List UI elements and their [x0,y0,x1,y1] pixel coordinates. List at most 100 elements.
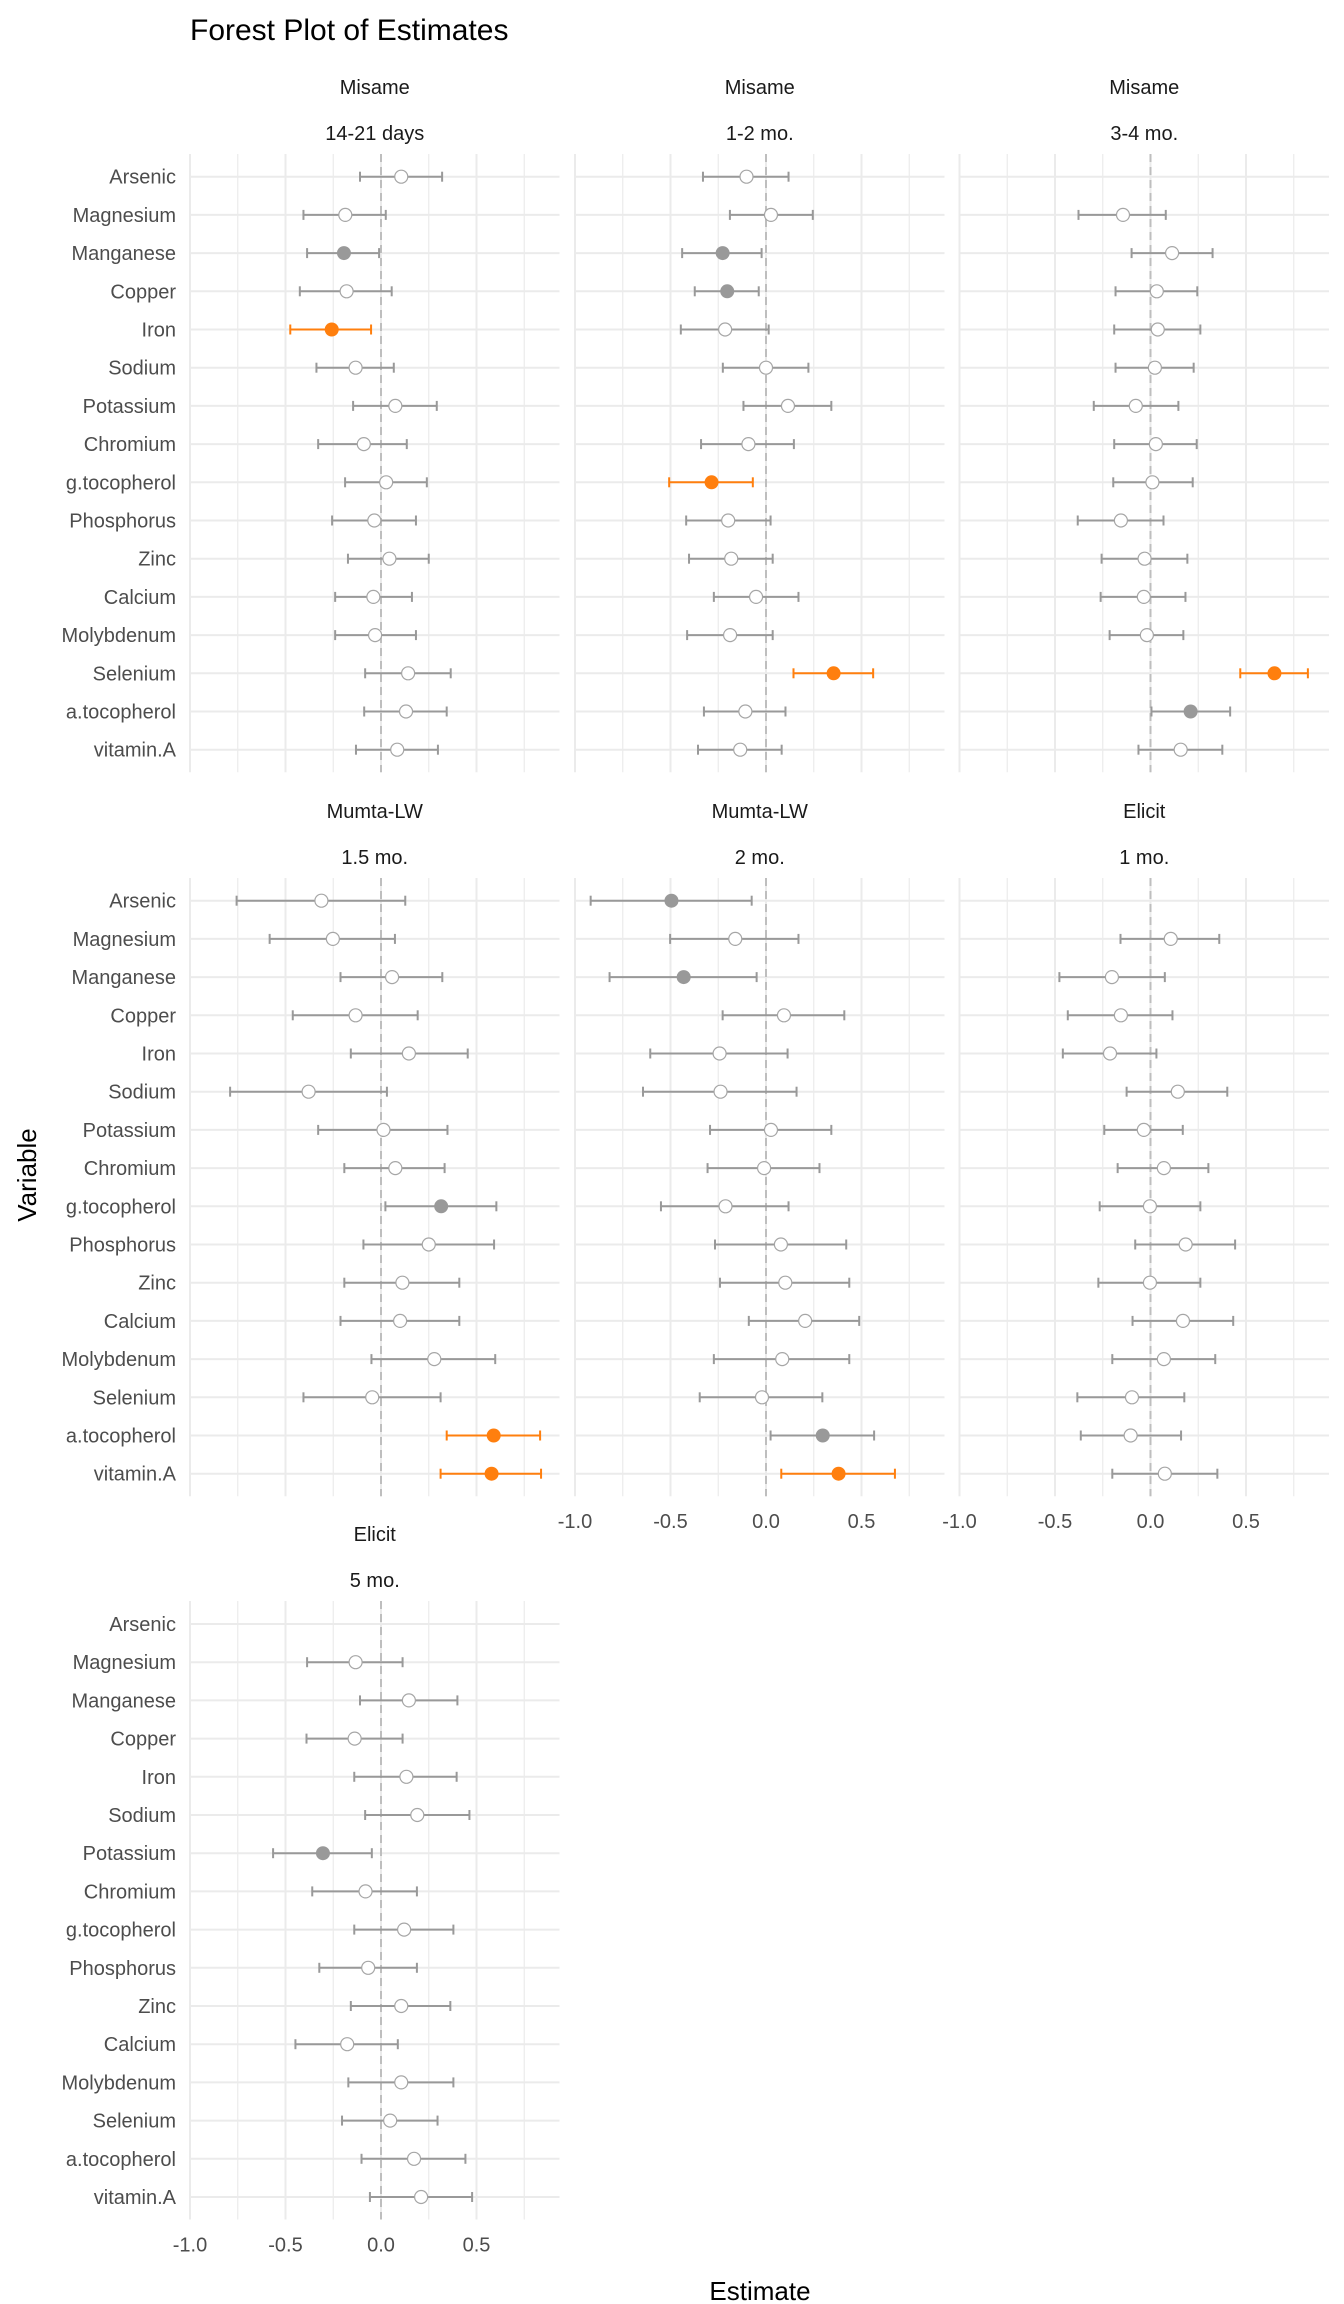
point-estimate-open [763,207,779,222]
estimate-mark [709,1122,833,1138]
facet-panel: Mumta-LW 2 mo. -1.0 -0.5 0.0 0.5 [558,801,945,1533]
estimate-mark [358,169,444,184]
estimate-mark [318,1960,418,1975]
point-estimate-open [712,1046,727,1061]
facet-panel: Mumta-LW 1.5 mo. Arsenic Magnesium Manganese… [61,801,560,1497]
estimate-mark [1111,1351,1217,1367]
estimate-mark [358,1693,459,1708]
estimate-mark [641,1084,798,1099]
point-estimate-open [1157,1466,1172,1481]
estimate-mark [1239,666,1309,681]
point-estimate-open [1163,931,1178,947]
point-estimate-filled [486,1428,501,1443]
y-tick-label: Potassium [83,1120,176,1142]
estimate-mark [229,1084,388,1099]
y-tick-label: Phosphorus [69,1958,176,1980]
point-estimate-open [741,437,756,452]
estimate-mark [302,207,387,222]
strip-label-timepoint: 1 mo. [1119,847,1169,869]
estimate-mark [302,1390,442,1405]
strip-label-timepoint: 1-2 mo. [726,123,794,145]
estimate-mark [1077,207,1167,222]
y-tick-label: a.tocopherol [66,1426,176,1448]
point-estimate-open [301,1084,316,1099]
point-estimate-open [395,1275,410,1290]
point-estimate-open [394,169,409,184]
x-tick-label: -1.0 [942,1511,976,1533]
point-estimate-open [401,1693,416,1708]
x-axis-title: Estimate [709,2276,810,2304]
point-estimate-open [406,2151,422,2166]
point-estimate-open [1173,742,1188,757]
point-estimate-filled [484,1466,499,1481]
y-tick-label: Calcium [104,2034,176,2056]
point-estimate-filled [434,1199,449,1214]
estimate-mark [1066,1008,1174,1023]
y-tick-label: Molybdenum [61,2072,176,2094]
point-estimate-filled [336,246,351,261]
y-tick-label: Sodium [108,358,176,380]
y-tick-label: Zinc [138,1273,176,1295]
estimate-mark [291,1008,419,1023]
strip-label-study: Elicit [354,1524,397,1546]
point-estimate-open [713,1084,728,1099]
point-estimate-filled [664,893,679,908]
facet-panels: Misame 14-21 days Arsenic Magnesium Manganes… [61,77,1329,2257]
estimate-mark [649,1046,789,1061]
estimate-mark [439,1466,543,1481]
point-estimate-open [379,475,394,490]
point-estimate-open [763,1122,779,1138]
estimate-mark [317,1122,449,1138]
point-estimate-open [1124,1390,1140,1405]
point-estimate-open [756,1160,772,1176]
point-estimate-open [1113,1008,1128,1023]
estimate-mark [1098,1199,1202,1214]
estimate-mark [1099,589,1187,605]
point-estimate-open [314,893,329,908]
estimate-mark [721,1008,846,1023]
estimate-mark [688,551,774,566]
estimate-mark [747,1313,861,1329]
estimate-mark [235,893,407,908]
estimate-mark [363,704,448,719]
x-tick-label: -1.0 [558,1511,592,1533]
estimate-mark [354,742,439,757]
point-estimate-open [718,322,733,337]
point-estimate-open [358,1884,373,1899]
estimate-mark [589,893,753,908]
point-estimate-open [773,1237,788,1252]
strip-label-study: Misame [725,77,795,99]
y-tick-label: Selenium [93,663,176,685]
estimate-mark [1112,475,1194,490]
y-tick-label: Chromium [84,1881,176,1903]
point-estimate-open [778,1275,793,1290]
facet-panel: Misame 3-4 mo. [958,77,1329,773]
y-tick-label: Manganese [71,1690,176,1712]
y-tick-label: a.tocopherol [66,2149,176,2171]
estimate-mark [343,1275,461,1290]
estimate-mark [352,398,438,413]
point-estimate-filled [1183,704,1198,719]
point-estimate-open [384,969,400,985]
y-tick-label: Sodium [108,1082,176,1104]
estimate-mark [339,969,444,985]
point-estimate-open [722,627,738,643]
point-estimate-open [367,627,383,643]
point-estimate-open [738,704,753,719]
point-estimate-open [1136,589,1151,605]
estimate-mark [343,1160,446,1176]
point-estimate-open [1136,1122,1151,1138]
estimate-mark [331,513,417,528]
point-estimate-open [388,398,403,413]
estimate-mark [317,437,408,452]
y-tick-label: g.tocopherol [66,1920,176,1942]
point-estimate-open [776,1008,792,1023]
estimate-mark [1150,704,1232,719]
estimate-mark [1116,1160,1210,1176]
y-tick-label: Manganese [71,967,176,989]
point-estimate-open [393,1313,408,1329]
point-estimate-open [1170,1084,1185,1099]
y-tick-label: g.tocopherol [66,472,176,494]
y-tick-label: Sodium [108,1805,176,1827]
